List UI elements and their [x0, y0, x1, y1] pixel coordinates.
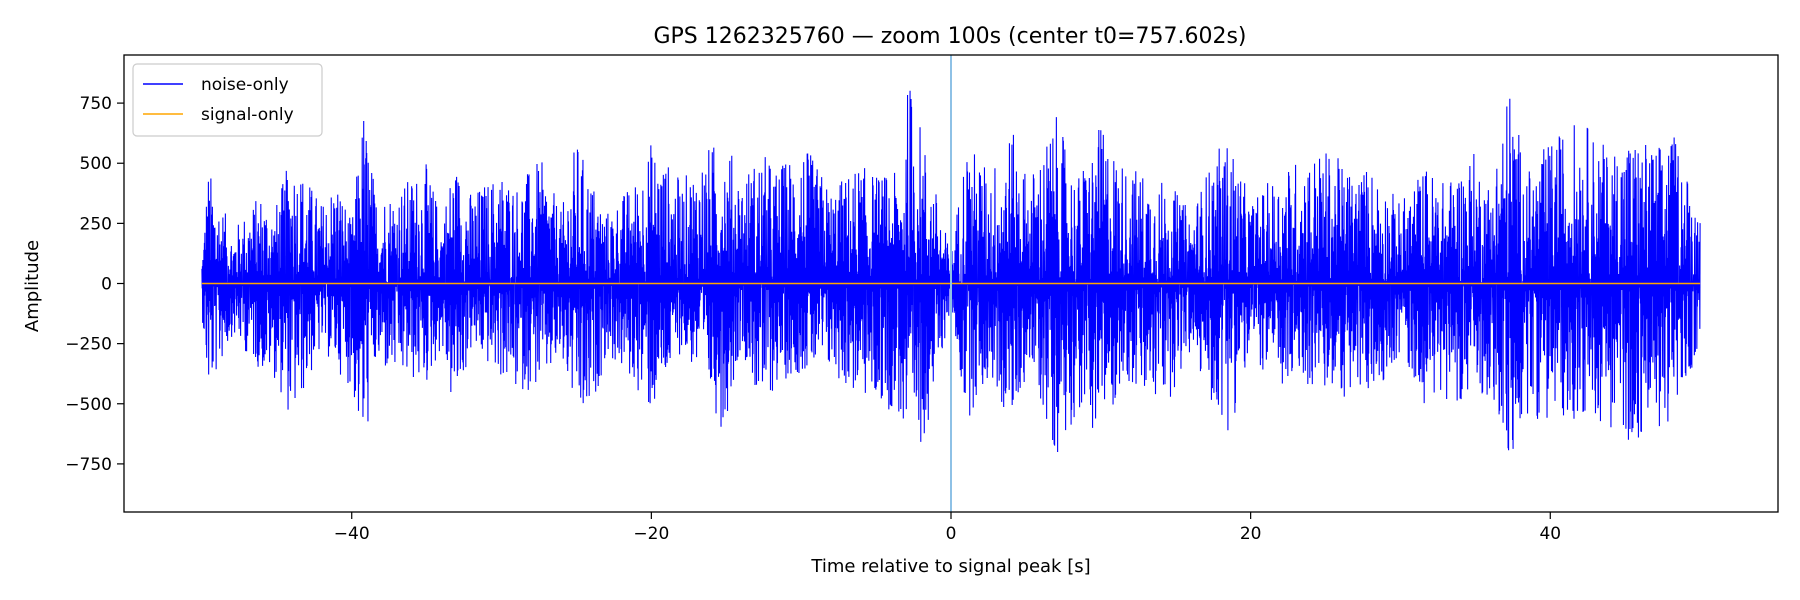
y-tick-label: −250 — [65, 335, 112, 355]
y-tick-label: 750 — [80, 94, 112, 114]
y-tick-label: 0 — [101, 275, 112, 295]
y-tick-label: 500 — [80, 154, 112, 174]
legend-box — [132, 63, 323, 137]
y-tick-label: −750 — [65, 455, 112, 475]
legend-label-signal-only: signal-only — [201, 105, 294, 125]
legend-label-noise-only: noise-only — [201, 75, 289, 95]
y-axis-ticks: −750 −500 −250 0 250 500 750 — [65, 94, 124, 475]
x-tick-label: 20 — [1240, 524, 1262, 544]
x-tick-label: −20 — [633, 524, 669, 544]
x-axis-label: Time relative to signal peak [s] — [810, 556, 1090, 577]
y-axis-label: Amplitude — [22, 240, 43, 332]
x-tick-label: 40 — [1539, 524, 1561, 544]
chart-title: GPS 1262325760 — zoom 100s (center t0=75… — [653, 24, 1246, 49]
x-tick-label: −40 — [334, 524, 370, 544]
x-axis-ticks: −40 −20 0 20 40 — [334, 512, 1561, 544]
x-tick-label: 0 — [946, 524, 957, 544]
y-tick-label: 250 — [80, 214, 112, 234]
y-tick-label: −500 — [65, 395, 112, 415]
legend: noise-only signal-only — [132, 63, 323, 137]
